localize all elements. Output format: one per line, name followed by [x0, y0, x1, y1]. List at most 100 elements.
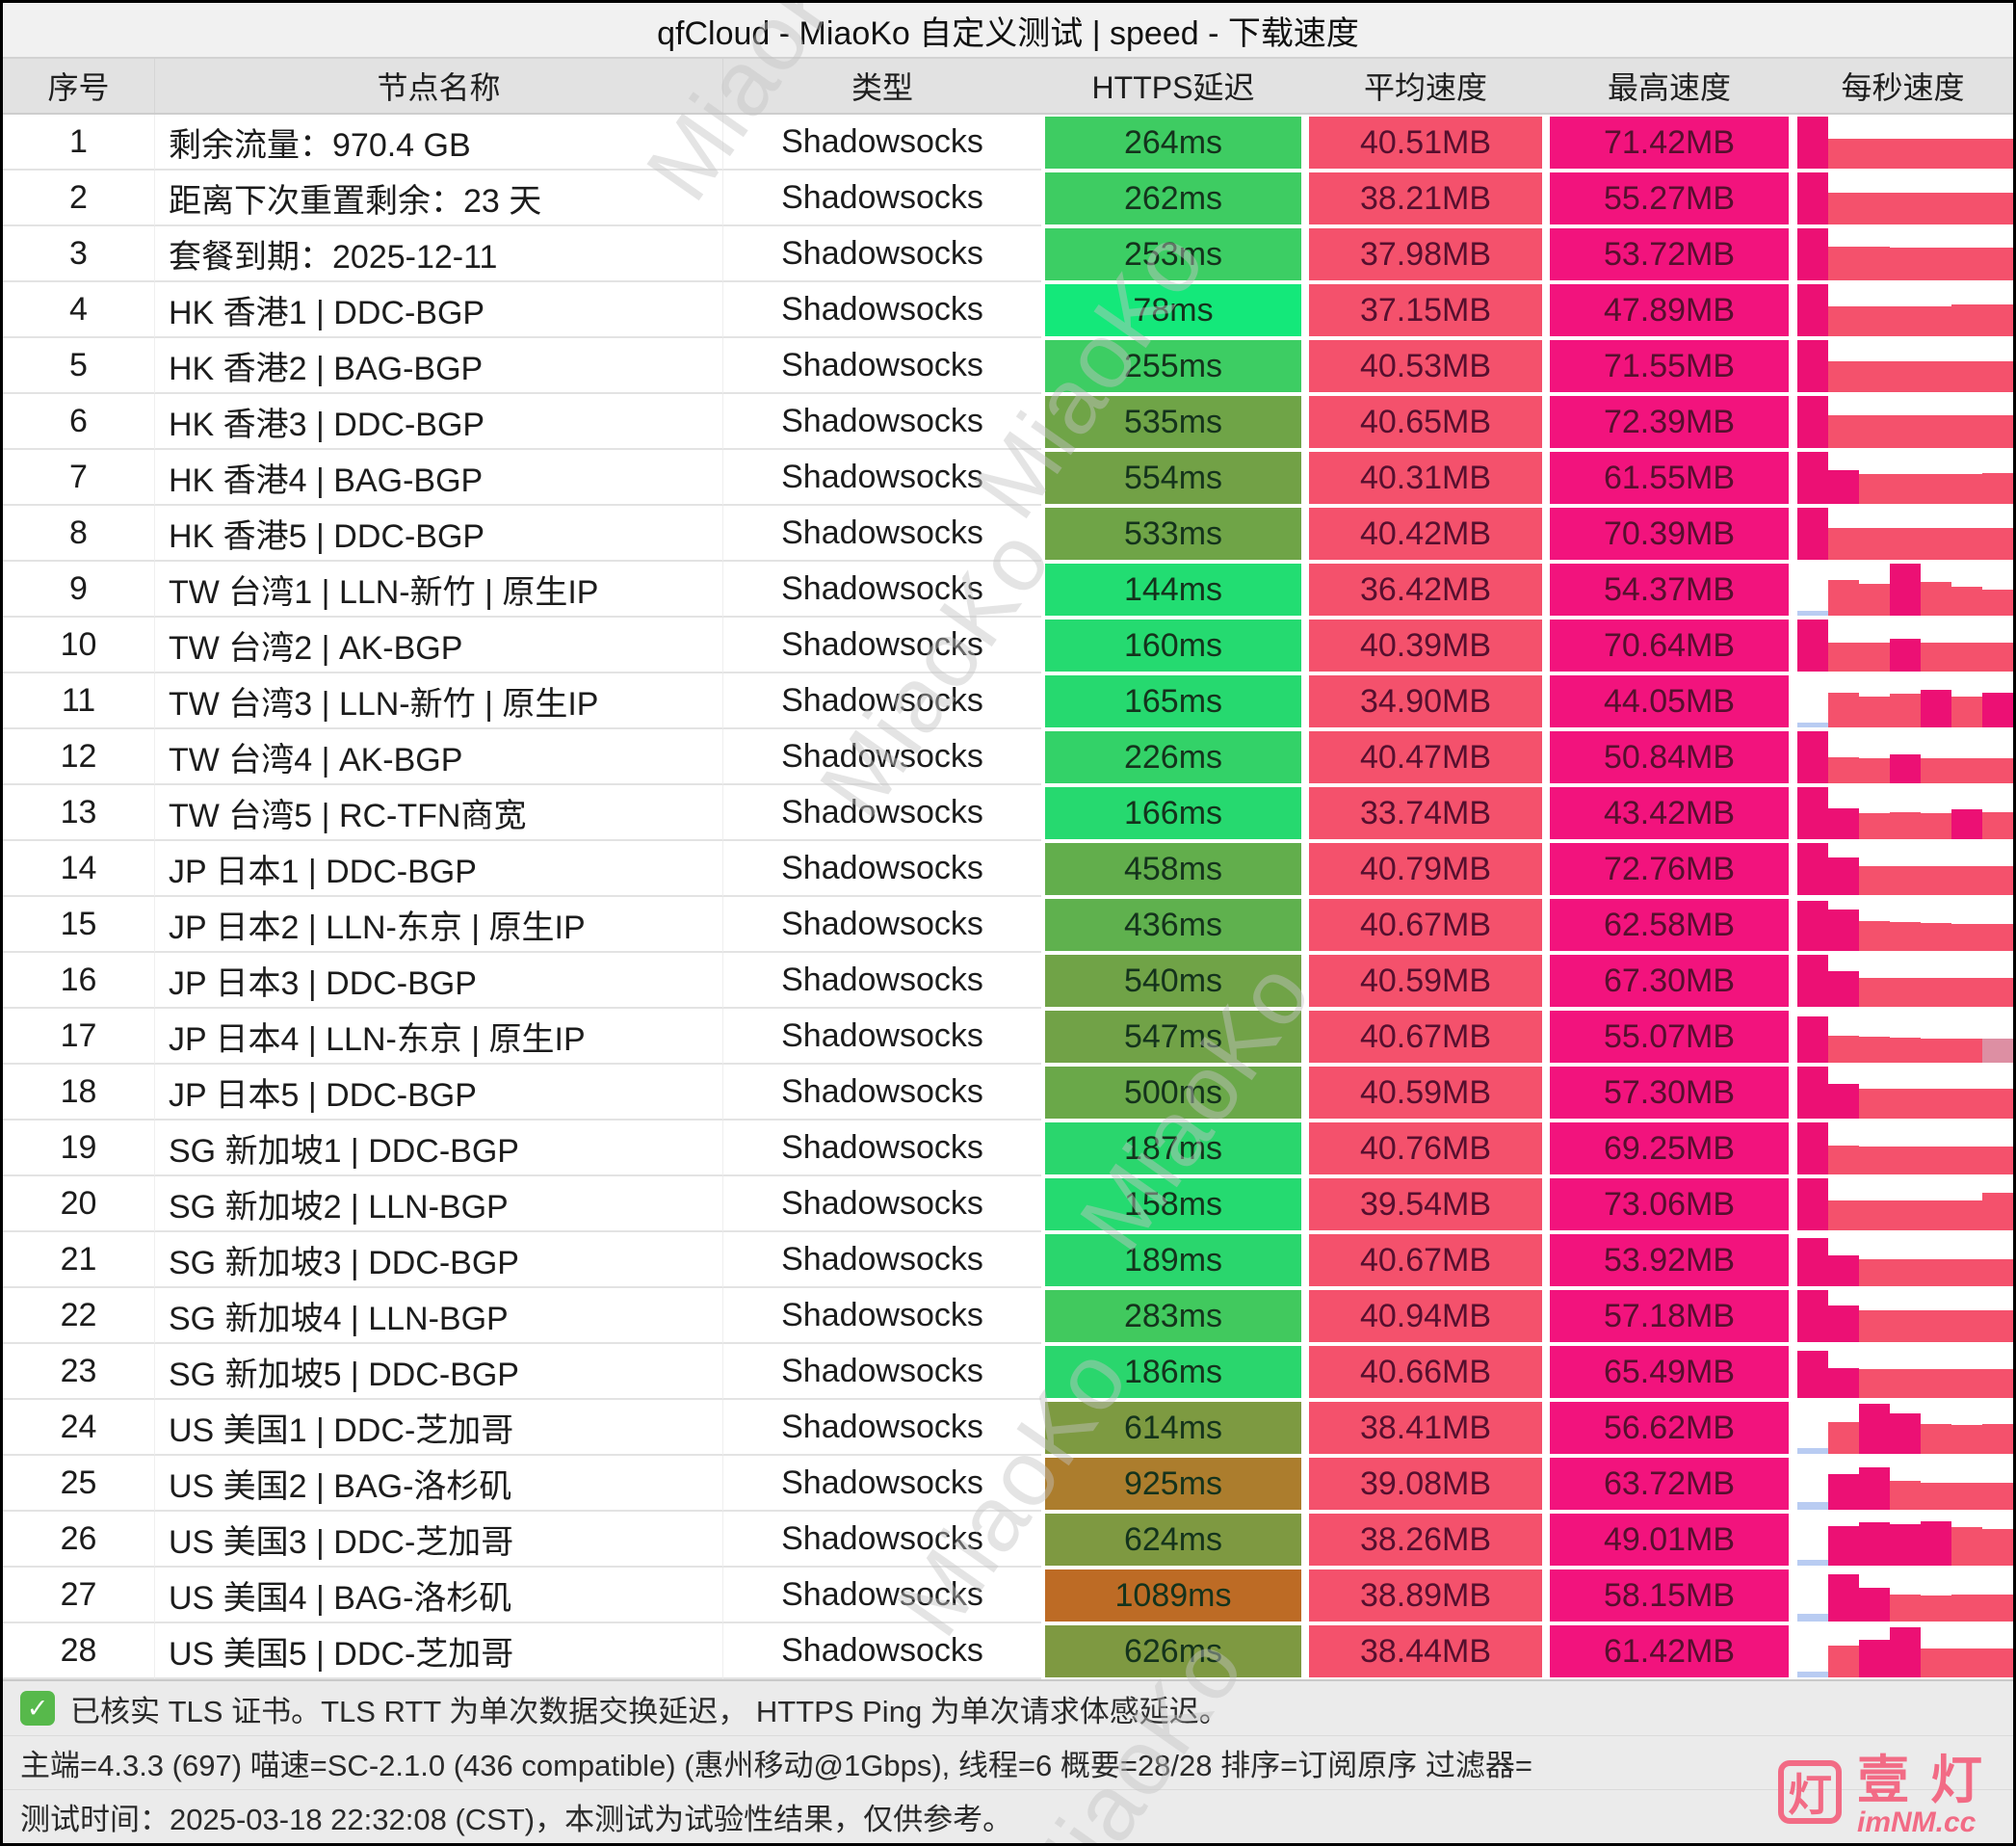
cell-avg-speed: 39.54MB	[1305, 1176, 1546, 1232]
speed-per-second-bar	[1982, 923, 2013, 951]
cell-avg-speed: 40.79MB	[1305, 841, 1546, 897]
speed-per-second-bar	[1859, 1640, 1890, 1677]
speed-per-second-slot	[1921, 1346, 1951, 1398]
cell-max-speed: 47.89MB	[1546, 282, 1793, 338]
speed-per-second-slot	[1828, 1514, 1859, 1566]
speed-per-second-bar	[1982, 1529, 2013, 1566]
speed-per-second-slot	[1890, 1402, 1921, 1454]
speed-per-second-bar	[1982, 1088, 2013, 1119]
cell-avg-speed: 38.44MB	[1305, 1623, 1546, 1679]
speed-per-second-bar	[1797, 1290, 1828, 1342]
cell-max-speed: 49.01MB	[1546, 1512, 1793, 1568]
speed-per-second-slot	[1797, 1625, 1828, 1677]
max-speed-badge: 58.15MB	[1550, 1569, 1789, 1622]
table-row: 7 HK 香港4 | BAG-BGP Shadowsocks 554ms 40.…	[3, 450, 2013, 506]
cell-latency: 283ms	[1041, 1288, 1305, 1344]
speed-per-second-slot	[1859, 564, 1890, 616]
speed-per-second-slot	[1828, 172, 1859, 224]
speed-per-second-bar	[1982, 528, 2013, 560]
speed-per-second-bar	[1859, 978, 1890, 1007]
speed-per-second-slot	[1982, 787, 2013, 839]
speed-sparkline	[1793, 1400, 2013, 1456]
latency-badge: 78ms	[1045, 284, 1301, 336]
speed-per-second-slot	[1951, 508, 1982, 560]
speed-per-second-bar	[1828, 580, 1859, 616]
avg-speed-badge: 40.42MB	[1309, 508, 1542, 560]
speed-sparkline	[1793, 562, 2013, 618]
cell-index: 24	[3, 1400, 155, 1456]
speed-per-second-slot	[1982, 1569, 2013, 1622]
speed-per-second-bar	[1921, 1258, 1951, 1286]
cell-avg-speed: 37.98MB	[1305, 226, 1546, 282]
speed-per-second-slot	[1797, 1122, 1828, 1174]
speed-per-second-bar	[1828, 1035, 1859, 1063]
table-row: 27 US 美国4 | BAG-洛杉矶 Shadowsocks 1089ms 3…	[3, 1568, 2013, 1623]
cell-node-name: JP 日本2 | LLN-东京 | 原生IP	[155, 897, 723, 953]
speed-per-second-bar	[1921, 582, 1951, 616]
cell-max-speed: 61.55MB	[1546, 450, 1793, 506]
speed-per-second-bar	[1797, 1559, 1828, 1566]
speed-per-second-bar	[1828, 1084, 1859, 1119]
cell-latency: 160ms	[1041, 618, 1305, 673]
cell-latency: 500ms	[1041, 1065, 1305, 1121]
table-row: 4 HK 香港1 | DDC-BGP Shadowsocks 78ms 37.1…	[3, 282, 2013, 338]
speed-per-second-bar	[1982, 758, 2013, 783]
speed-per-second-bar	[1859, 696, 1890, 727]
speed-per-second-bar	[1921, 866, 1951, 895]
speed-per-second-bar	[1828, 971, 1859, 1007]
speed-per-second-bar	[1890, 360, 1921, 392]
speed-per-second-slot	[1921, 508, 1951, 560]
cell-index: 17	[3, 1009, 155, 1065]
max-speed-badge: 70.39MB	[1550, 508, 1789, 560]
speed-per-second-slot	[1951, 284, 1982, 336]
speed-per-second-slot	[1921, 620, 1951, 672]
speed-per-second-slot	[1859, 955, 1890, 1007]
speed-per-second-slot	[1828, 843, 1859, 895]
table-row: 1 剩余流量：970.4 GB Shadowsocks 264ms 40.51M…	[3, 115, 2013, 171]
speed-per-second-slot	[1859, 1514, 1890, 1566]
speed-per-second-slot	[1797, 117, 1828, 169]
cell-index: 20	[3, 1176, 155, 1232]
speed-sparkline	[1793, 1065, 2013, 1121]
speed-per-second-bar	[1890, 528, 1921, 560]
max-speed-badge: 63.72MB	[1550, 1458, 1789, 1510]
speed-sparkline	[1793, 729, 2013, 785]
speed-per-second-slot	[1951, 1290, 1982, 1342]
cell-max-speed: 70.39MB	[1546, 506, 1793, 562]
cell-avg-speed: 40.76MB	[1305, 1121, 1546, 1176]
speed-per-second-slot	[1951, 172, 1982, 224]
speed-per-second-bar	[1951, 1648, 1982, 1677]
speed-per-second-bar	[1890, 1412, 1921, 1454]
cell-avg-speed: 40.47MB	[1305, 729, 1546, 785]
cell-avg-speed: 40.65MB	[1305, 394, 1546, 450]
speed-per-second-bar	[1921, 360, 1951, 392]
speed-per-second-slot	[1859, 1625, 1890, 1677]
speed-per-second-bar	[1828, 757, 1859, 783]
cell-latency: 78ms	[1041, 282, 1305, 338]
cell-max-speed: 43.42MB	[1546, 785, 1793, 841]
engine-info-text: 主端=4.3.3 (697) 喵速=SC-2.1.0 (436 compatib…	[20, 1749, 1532, 1782]
avg-speed-badge: 38.26MB	[1309, 1514, 1542, 1566]
max-speed-badge: 62.58MB	[1550, 899, 1789, 951]
table-row: 21 SG 新加坡3 | DDC-BGP Shadowsocks 189ms 4…	[3, 1232, 2013, 1288]
cell-index: 6	[3, 394, 155, 450]
speed-per-second-bar	[1859, 139, 1890, 169]
speed-per-second-slot	[1982, 1234, 2013, 1286]
cell-avg-speed: 38.41MB	[1305, 1400, 1546, 1456]
avg-speed-badge: 34.90MB	[1309, 675, 1542, 727]
speed-per-second-slot	[1982, 1514, 2013, 1566]
speed-per-second-bar	[1797, 452, 1828, 504]
speed-per-second-bar	[1859, 1037, 1890, 1063]
cell-node-name: US 美国5 | DDC-芝加哥	[155, 1623, 723, 1679]
cell-index: 16	[3, 953, 155, 1009]
cell-node-name: SG 新加坡1 | DDC-BGP	[155, 1121, 723, 1176]
logo-word: 壹灯	[1857, 1752, 2003, 1809]
speed-per-second-slot	[1890, 1625, 1921, 1677]
avg-speed-badge: 40.76MB	[1309, 1122, 1542, 1174]
speed-per-second-slot	[1859, 396, 1890, 448]
speed-per-second-slot	[1828, 452, 1859, 504]
cell-max-speed: 44.05MB	[1546, 673, 1793, 729]
speed-per-second-slot	[1890, 1011, 1921, 1063]
speed-per-second-bar	[1797, 1238, 1828, 1286]
speed-per-second-slot	[1797, 228, 1828, 280]
